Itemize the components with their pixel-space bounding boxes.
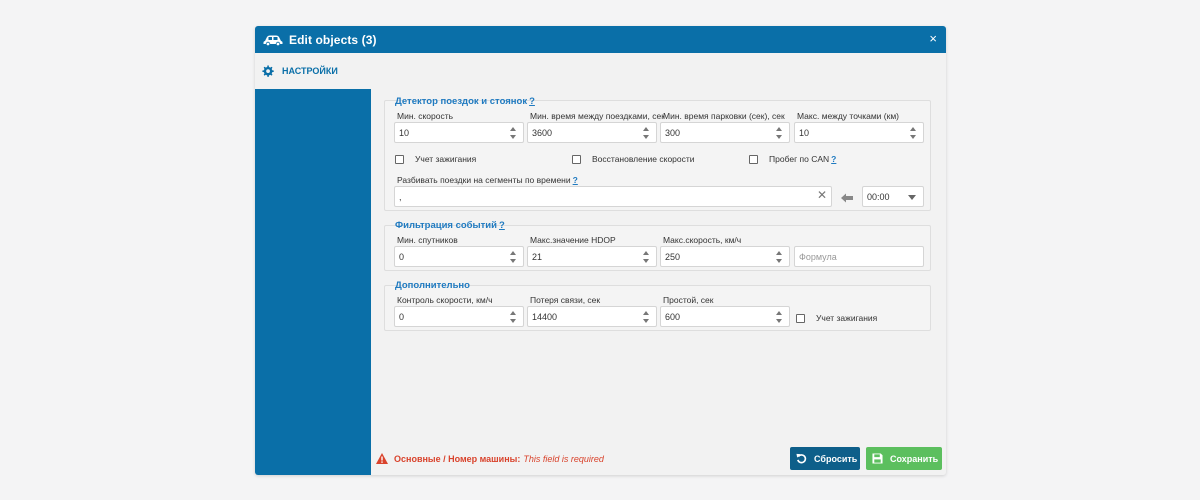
connection-loss-label: Потеря связи, сек — [530, 295, 601, 305]
additional-title: Дополнительно — [395, 280, 470, 291]
segments-input[interactable]: , — [394, 186, 832, 207]
spinner-icon[interactable] — [775, 310, 783, 324]
help-icon[interactable]: ? — [572, 175, 578, 185]
dialog-footer: Основные / Номер машины: This field is r… — [371, 443, 946, 475]
idle-input[interactable]: 600 — [660, 306, 790, 327]
ignition-checkbox-row[interactable]: Учет зажигания — [395, 154, 476, 164]
settings-panel: Детектор поездок и стоянок? Мин. скорост… — [371, 53, 946, 475]
connection-loss-input[interactable]: 14400 — [527, 306, 657, 327]
dialog-header: Edit objects (3) × — [255, 26, 946, 53]
max-point-distance-label: Макс. между точками (км) — [797, 111, 899, 121]
min-trip-interval-label: Мин. время между поездками, сек — [530, 111, 664, 121]
event-filter-title: Фильтрация событий? — [395, 220, 505, 231]
sidebar-item-label: НАСТРОЙКИ — [282, 66, 338, 76]
max-hdop-label: Макс.значение HDOP — [530, 235, 616, 245]
ignition-checkbox[interactable] — [395, 154, 404, 164]
spinner-icon[interactable] — [509, 310, 517, 324]
help-icon[interactable]: ? — [529, 96, 535, 107]
warning-icon — [376, 453, 388, 464]
additional-ignition-checkbox-row[interactable]: Учет зажигания — [796, 313, 877, 323]
min-parking-time-input[interactable]: 300 — [660, 122, 790, 143]
floppy-disk-icon — [872, 453, 883, 464]
sidebar: НАСТРОЙКИ — [255, 53, 371, 475]
spinner-icon[interactable] — [642, 310, 650, 324]
spinner-icon[interactable] — [909, 126, 917, 140]
can-mileage-checkbox[interactable] — [749, 154, 758, 164]
speed-restore-checkbox-row[interactable]: Восстановление скорости — [572, 154, 695, 164]
spinner-icon[interactable] — [775, 250, 783, 264]
max-speed-label: Макс.скорость, км/ч — [663, 235, 742, 245]
validation-error: Основные / Номер машины: This field is r… — [376, 453, 604, 464]
speed-control-input[interactable]: 0 — [394, 306, 524, 327]
spinner-icon[interactable] — [642, 250, 650, 264]
additional-ignition-checkbox[interactable] — [796, 313, 805, 323]
arrow-left-icon[interactable] — [841, 193, 853, 203]
close-icon[interactable]: × — [929, 31, 937, 46]
max-hdop-input[interactable]: 21 — [527, 246, 657, 267]
spinner-icon[interactable] — [509, 250, 517, 264]
min-satellites-input[interactable]: 0 — [394, 246, 524, 267]
trip-detector-title: Детектор поездок и стоянок? — [395, 96, 535, 107]
idle-label: Простой, сек — [663, 295, 714, 305]
spinner-icon[interactable] — [775, 126, 783, 140]
help-icon[interactable]: ? — [499, 220, 505, 231]
dialog-title: Edit objects (3) — [289, 32, 377, 47]
segments-label: Разбивать поездки на сегменты по времени… — [397, 175, 578, 185]
spinner-icon[interactable] — [509, 126, 517, 140]
min-speed-input[interactable]: 10 — [394, 122, 524, 143]
max-speed-input[interactable]: 250 — [660, 246, 790, 267]
time-select[interactable]: 00:00 — [862, 186, 924, 207]
undo-icon — [796, 453, 807, 464]
min-parking-time-label: Мин. время парковки (сек), сек — [663, 111, 785, 121]
speed-restore-checkbox[interactable] — [572, 154, 581, 164]
save-button[interactable]: Сохранить — [866, 447, 942, 470]
help-icon[interactable]: ? — [831, 154, 837, 164]
min-satellites-label: Мин. спутников — [397, 235, 458, 245]
can-mileage-checkbox-row[interactable]: Пробег по CAN ? — [749, 154, 836, 164]
max-point-distance-input[interactable]: 10 — [794, 122, 924, 143]
spinner-icon[interactable] — [642, 126, 650, 140]
formula-input[interactable]: Формула — [794, 246, 924, 267]
min-speed-label: Мин. скорость — [397, 111, 454, 121]
chevron-down-icon — [908, 195, 916, 200]
edit-objects-dialog: Edit objects (3) × НАСТРОЙКИ Детектор по… — [255, 26, 946, 475]
min-trip-interval-input[interactable]: 3600 — [527, 122, 657, 143]
gear-icon — [262, 64, 274, 77]
sidebar-item-settings[interactable]: НАСТРОЙКИ — [255, 53, 371, 89]
speed-control-label: Контроль скорости, км/ч — [397, 295, 493, 305]
car-icon — [263, 35, 283, 46]
clear-icon[interactable]: ✕ — [817, 188, 828, 202]
reset-button[interactable]: Сбросить — [790, 447, 860, 470]
